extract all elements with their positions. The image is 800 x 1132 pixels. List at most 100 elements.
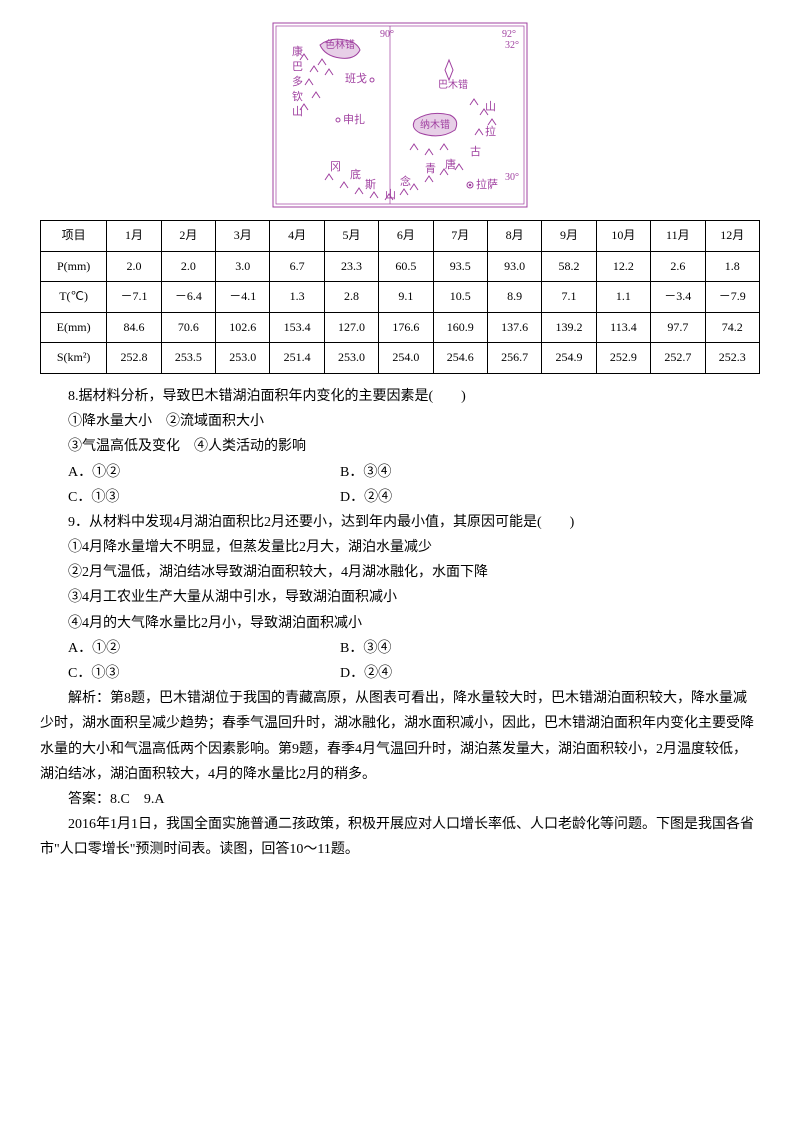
q9-sub1: ①4月降水量增大不明显，但蒸发量比2月大，湖泊水量减少: [40, 535, 760, 560]
data-cell: 252.8: [107, 343, 161, 374]
data-cell: 254.6: [433, 343, 487, 374]
q9-option-a: A．①②: [40, 636, 340, 661]
data-cell: 10.5: [433, 282, 487, 313]
q9-option-b: B．③④: [340, 636, 391, 661]
data-cell: 93.0: [487, 251, 541, 282]
data-cell: 84.6: [107, 312, 161, 343]
q8-options-row2: C．①③ D．②④: [40, 485, 760, 510]
data-cell: 58.2: [542, 251, 596, 282]
svg-text:山: 山: [485, 100, 496, 113]
row-label: E(mm): [41, 312, 107, 343]
q9-sub4: ④4月的大气降水量比2月小，导致湖泊面积减小: [40, 611, 760, 636]
header-month: 9月: [542, 221, 596, 252]
q8-options-row1: A．①② B．③④: [40, 460, 760, 485]
data-cell: 256.7: [487, 343, 541, 374]
data-cell: 251.4: [270, 343, 324, 374]
svg-text:拉: 拉: [485, 124, 496, 138]
data-cell: 252.7: [651, 343, 705, 374]
data-cell: 252.9: [596, 343, 650, 374]
answer: 答案：8.C 9.A: [40, 787, 760, 812]
svg-text:申扎: 申扎: [343, 112, 365, 126]
header-month: 12月: [705, 221, 759, 252]
q8-sub2: ③气温高低及变化 ④人类活动的影响: [40, 434, 760, 459]
table-row: E(mm)84.670.6102.6153.4127.0176.6160.913…: [41, 312, 760, 343]
q9-sub3: ③4月工农业生产大量从湖中引水，导致湖泊面积减小: [40, 585, 760, 610]
data-cell: 127.0: [324, 312, 378, 343]
header-month: 3月: [216, 221, 270, 252]
explanation: 解析：第8题，巴木错湖位于我国的青藏高原，从图表可看出，降水量较大时，巴木错湖泊…: [40, 686, 760, 787]
data-cell: 253.0: [324, 343, 378, 374]
svg-text:康: 康: [292, 44, 303, 58]
q8-option-d: D．②④: [340, 485, 392, 510]
data-cell: 254.0: [379, 343, 433, 374]
row-label: S(km²): [41, 343, 107, 374]
data-cell: 254.9: [542, 343, 596, 374]
header-item: 项目: [41, 221, 107, 252]
header-month: 7月: [433, 221, 487, 252]
data-cell: 7.1: [542, 282, 596, 313]
header-month: 8月: [487, 221, 541, 252]
data-cell: 3.0: [216, 251, 270, 282]
data-table: 项目1月2月3月4月5月6月7月8月9月10月11月12月 P(mm)2.02.…: [40, 220, 760, 374]
svg-text:巴木错: 巴木错: [438, 78, 468, 91]
data-cell: 2.0: [107, 251, 161, 282]
svg-text:色林错: 色林错: [325, 38, 355, 51]
q8-stem: 8.据材料分析，导致巴木错湖泊面积年内变化的主要因素是( ): [40, 384, 760, 409]
data-cell: 6.7: [270, 251, 324, 282]
header-month: 4月: [270, 221, 324, 252]
row-label: T(℃): [41, 282, 107, 313]
svg-text:巴: 巴: [292, 61, 303, 73]
data-cell: 9.1: [379, 282, 433, 313]
next-intro: 2016年1月1日，我国全面实施普通二孩政策，积极开展应对人口增长率低、人口老龄…: [40, 812, 760, 862]
data-cell: 2.8: [324, 282, 378, 313]
q8-option-b: B．③④: [340, 460, 391, 485]
q9-sub2: ②2月气温低，湖泊结冰导致湖泊面积较大，4月湖冰融化，水面下降: [40, 560, 760, 585]
q8-option-a: A．①②: [40, 460, 340, 485]
data-cell: 12.2: [596, 251, 650, 282]
header-month: 1月: [107, 221, 161, 252]
svg-text:冈: 冈: [330, 161, 341, 173]
header-month: 11月: [651, 221, 705, 252]
data-cell: 93.5: [433, 251, 487, 282]
data-cell: 1.3: [270, 282, 324, 313]
q9-options-row1: A．①② B．③④: [40, 636, 760, 661]
data-cell: 2.6: [651, 251, 705, 282]
data-cell: 160.9: [433, 312, 487, 343]
data-cell: 253.5: [161, 343, 215, 374]
header-month: 10月: [596, 221, 650, 252]
table-row: S(km²)252.8253.5253.0251.4253.0254.0254.…: [41, 343, 760, 374]
q9-stem: 9．从材料中发现4月湖泊面积比2月还要小，达到年内最小值，其原因可能是( ): [40, 510, 760, 535]
data-cell: －7.9: [705, 282, 759, 313]
header-month: 5月: [324, 221, 378, 252]
header-month: 2月: [161, 221, 215, 252]
data-cell: －3.4: [651, 282, 705, 313]
data-cell: 153.4: [270, 312, 324, 343]
svg-text:32°: 32°: [505, 40, 519, 51]
svg-text:山: 山: [292, 105, 303, 118]
svg-text:多: 多: [292, 74, 303, 88]
q8-sub1: ①降水量大小 ②流域面积大小: [40, 409, 760, 434]
svg-text:青: 青: [425, 162, 436, 175]
svg-text:班戈: 班戈: [345, 72, 367, 85]
header-month: 6月: [379, 221, 433, 252]
svg-text:山: 山: [385, 188, 396, 201]
data-cell: 176.6: [379, 312, 433, 343]
map-svg: 90°92°32°30°色林错康巴多钦山班戈申扎巴木错纳木错山拉古拉萨冈底斯山念…: [270, 20, 530, 210]
data-cell: 23.3: [324, 251, 378, 282]
svg-text:斯: 斯: [365, 178, 376, 191]
svg-text:念: 念: [400, 174, 411, 188]
data-cell: －7.1: [107, 282, 161, 313]
svg-text:92°: 92°: [502, 29, 516, 40]
data-cell: 8.9: [487, 282, 541, 313]
data-cell: 113.4: [596, 312, 650, 343]
data-cell: 139.2: [542, 312, 596, 343]
q9-option-c: C．①③: [40, 661, 340, 686]
svg-text:纳木错: 纳木错: [420, 118, 450, 131]
data-cell: －4.1: [216, 282, 270, 313]
data-cell: 60.5: [379, 251, 433, 282]
svg-text:拉萨: 拉萨: [476, 177, 498, 191]
svg-text:90°: 90°: [380, 29, 394, 40]
data-cell: 70.6: [161, 312, 215, 343]
q9-options-row2: C．①③ D．②④: [40, 661, 760, 686]
svg-text:30°: 30°: [505, 172, 519, 183]
